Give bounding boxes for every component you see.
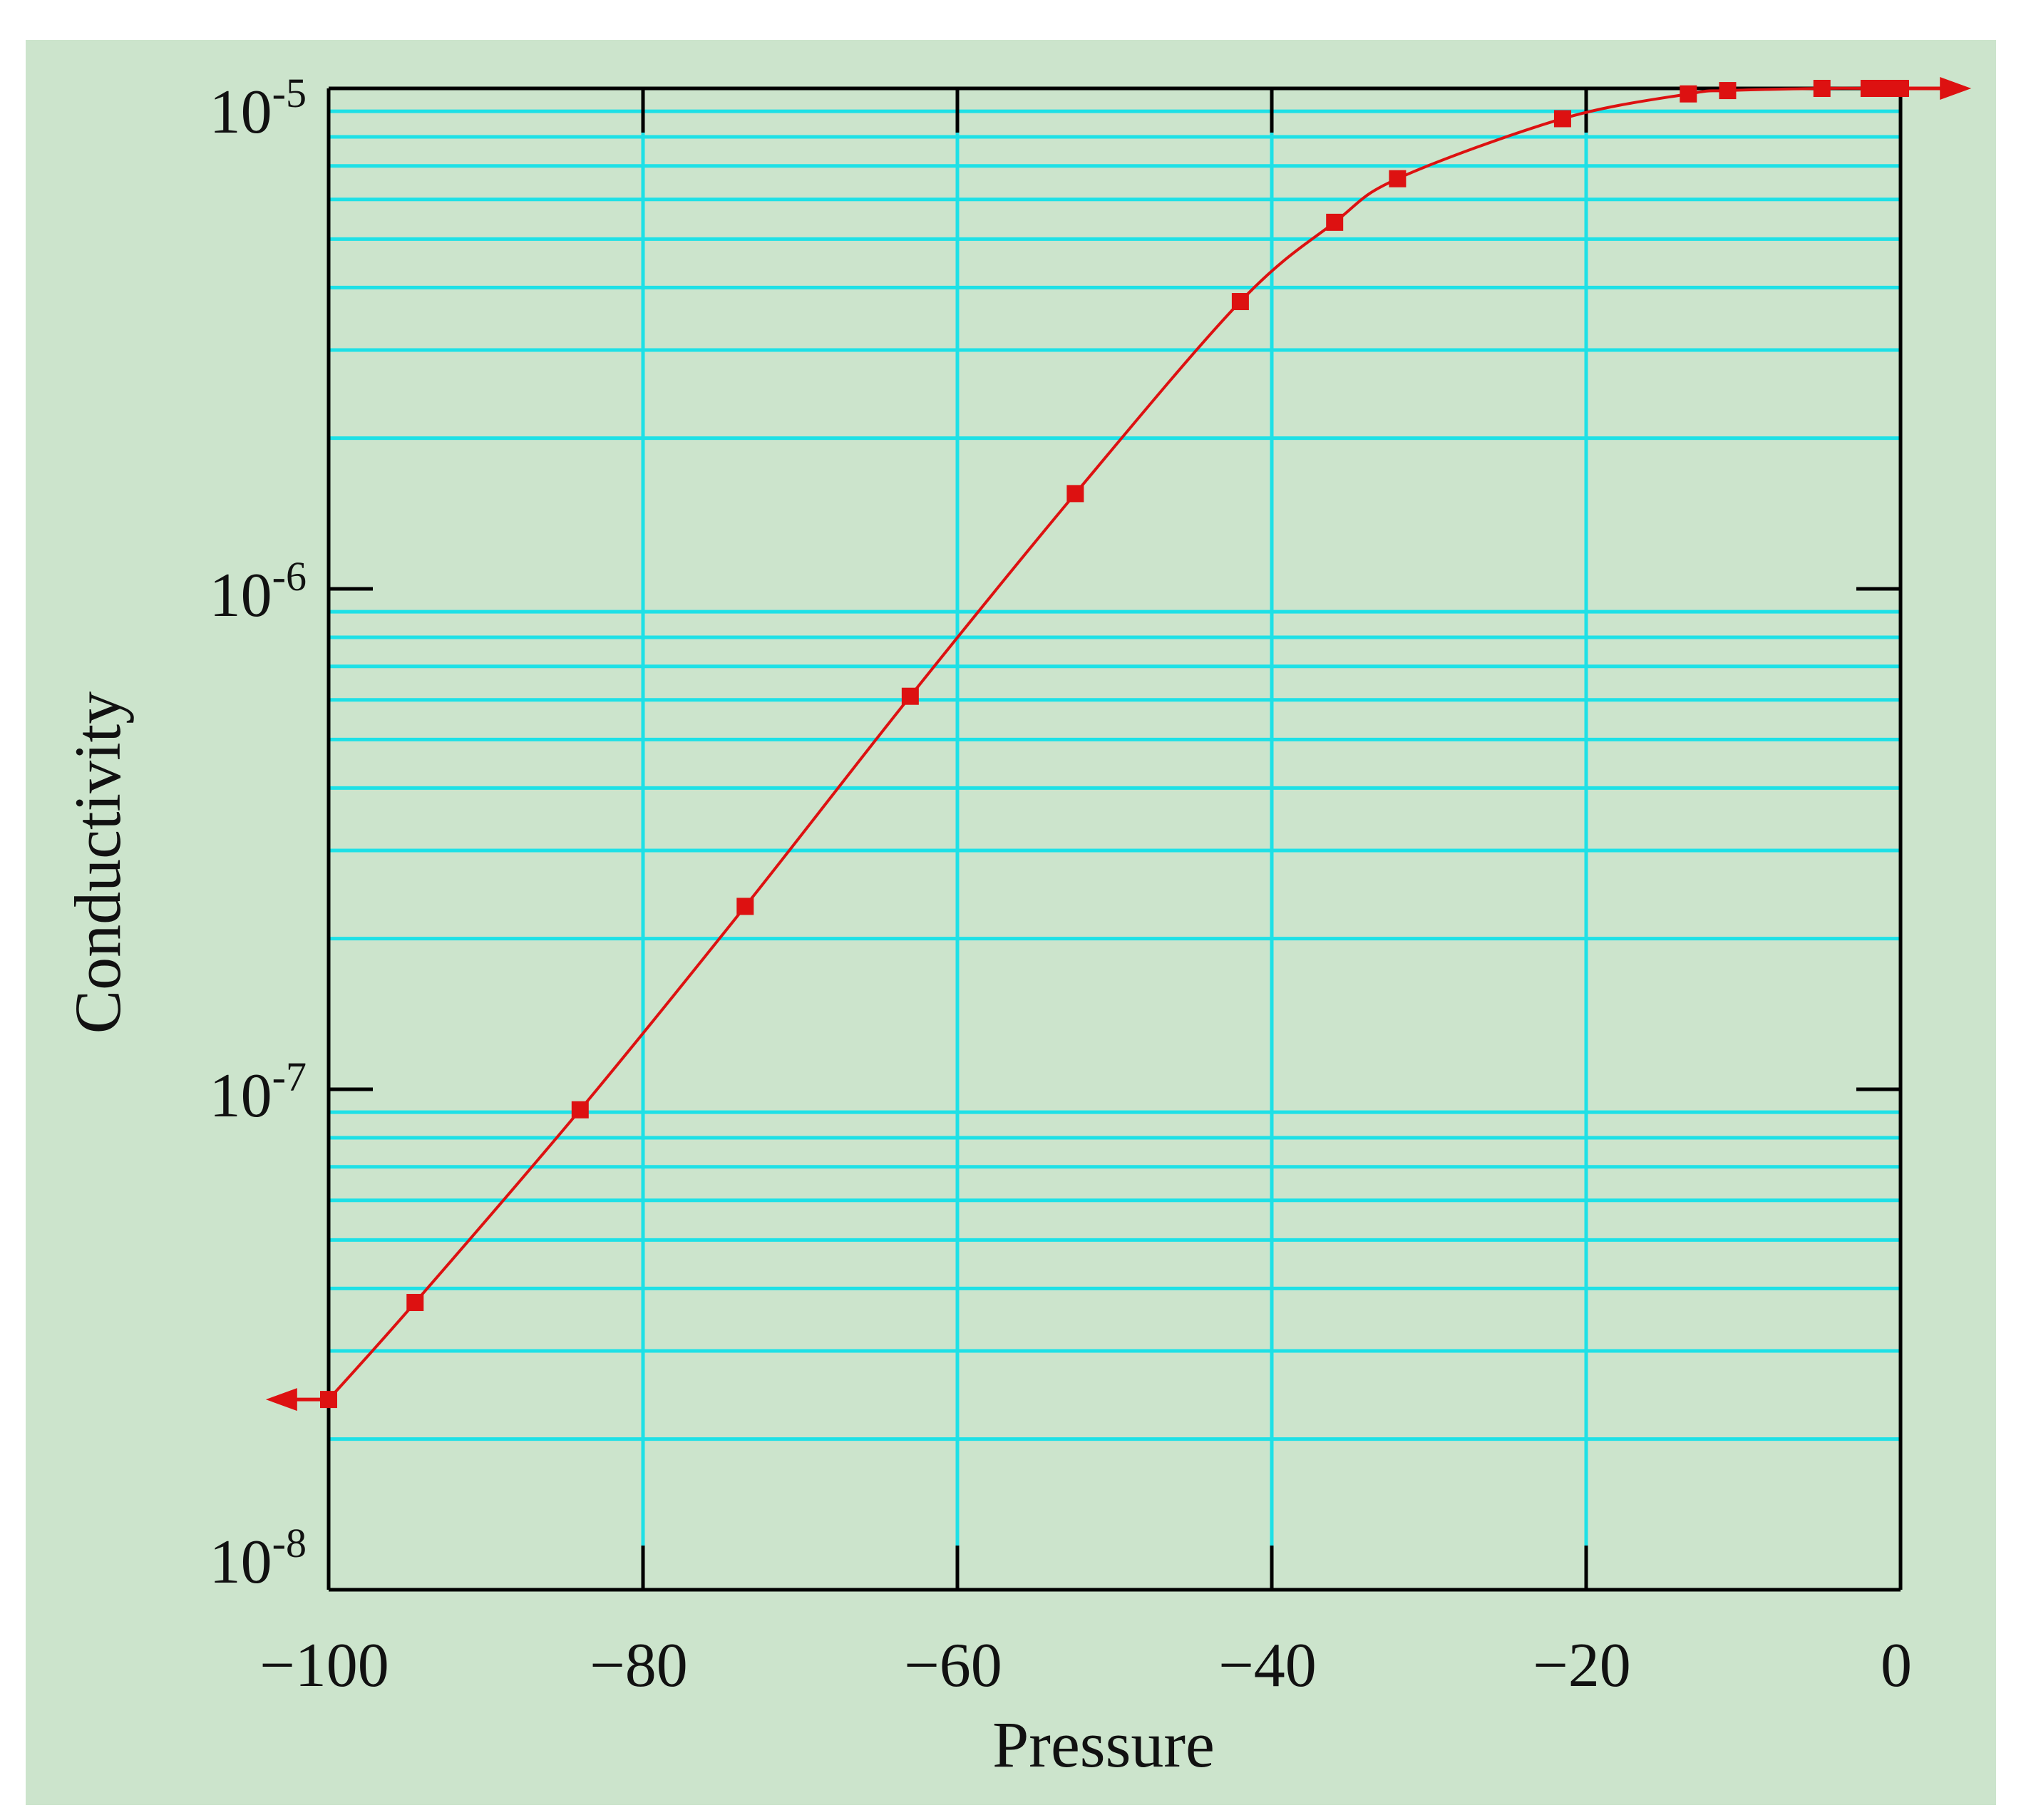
x-tick-label: −20 (1533, 1631, 1631, 1700)
x-tick-label: −80 (590, 1631, 688, 1700)
data-point (901, 687, 919, 705)
data-point (1892, 80, 1909, 97)
grid-lines (329, 88, 1901, 1590)
y-axis-label: Conductivity (61, 692, 134, 1034)
data-point (1719, 82, 1737, 100)
data-point (736, 898, 754, 915)
data-point (1860, 80, 1878, 97)
data-point (1066, 485, 1084, 503)
data-point (1326, 213, 1344, 231)
x-tick-label: −60 (904, 1631, 1002, 1700)
data-point (1876, 80, 1893, 97)
x-tick-label: 0 (1881, 1631, 1912, 1700)
data-series (265, 77, 1972, 1412)
left-arrow-icon (265, 1388, 297, 1412)
right-arrow-icon (1940, 77, 1972, 100)
data-point (320, 1391, 337, 1409)
axes (326, 86, 1903, 1592)
data-point (1389, 170, 1407, 187)
chart-background (26, 40, 1996, 1805)
x-tick-label: −40 (1218, 1631, 1317, 1700)
data-point (1231, 293, 1249, 311)
data-point (1680, 85, 1697, 103)
x-axis-label: Pressure (992, 1708, 1215, 1781)
data-point (1553, 110, 1571, 128)
data-point (406, 1294, 424, 1312)
data-point (571, 1101, 589, 1119)
data-point (1813, 80, 1831, 97)
x-tick-label: −100 (259, 1631, 389, 1700)
y-tick-label: 10-7 (210, 1054, 307, 1131)
